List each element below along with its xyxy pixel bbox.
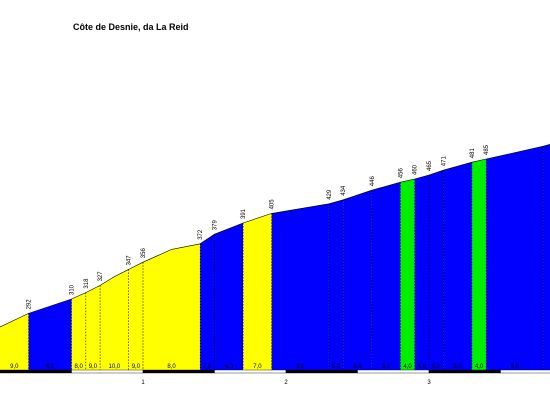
profile-segment (471, 159, 487, 370)
profile-segment (414, 175, 429, 370)
axis-bar-segment (71, 369, 144, 374)
elevation-label: 391 (241, 208, 247, 219)
profile-segments (0, 144, 550, 370)
gradient-label: 6,0 (296, 364, 305, 370)
gradient-label: 9,0 (89, 364, 98, 370)
profile-outline (0, 144, 550, 328)
x-tick-label: 3 (427, 380, 431, 386)
gradient-label: 8,0 (167, 364, 176, 370)
elevation-label: 356 (141, 248, 147, 259)
gradient-label: 6,0 (225, 364, 234, 370)
profile-segment (371, 182, 401, 370)
profile-segment (0, 313, 29, 370)
gradient-label: 5,0 (332, 364, 341, 370)
axis-bar-segment (428, 369, 501, 374)
profile-segment (486, 146, 544, 370)
elevation-label: 434 (341, 185, 347, 196)
gradient-label: 6,0 (46, 364, 55, 370)
axis-bar-segment (0, 369, 72, 374)
profile-segment (200, 234, 215, 370)
elevation-label: 429 (327, 189, 333, 200)
elevation-label: 372 (198, 229, 204, 240)
x-tick-label: 1 (141, 380, 145, 386)
gradient-label: 7,0 (203, 364, 212, 370)
elevation-label: 446 (370, 176, 376, 187)
elevation-label: 456 (398, 168, 404, 179)
elevation-label: 485 (484, 144, 490, 155)
profile-segment (85, 285, 101, 370)
axis-bar-segment (214, 369, 287, 374)
chart-title: Côte de Desnie, da La Reid (73, 22, 189, 32)
distance-axis: 1234 (0, 369, 550, 386)
gradient-label: 5,0 (382, 364, 391, 370)
gradient-label: 4,0 (403, 364, 412, 370)
elevation-labels: 292 310 318 327 347 356 372 379 391 405 429 434 446 4… (27, 144, 491, 310)
profile-segment (214, 223, 244, 370)
profile-segment (328, 199, 344, 370)
gradient-label: 5,0 (418, 364, 427, 370)
gradient-label: 6,0 (353, 364, 362, 370)
elevation-label: 460 (413, 164, 419, 175)
gradient-labels: 9,0 6,0 8,0 9,0 10,0 9,0 8,0 7,0 6,0 7,0 6,0 5,0 6,0… (10, 364, 520, 370)
profile-segment (429, 170, 444, 370)
elevation-label: 465 (427, 160, 433, 171)
elevation-label: 481 (470, 148, 476, 159)
gradient-label: 10,0 (109, 364, 121, 370)
segment-dividers (28, 146, 544, 370)
elevation-label: 405 (270, 199, 276, 210)
gradient-label: 4,0 (475, 364, 484, 370)
profile-segment (71, 292, 86, 370)
axis-bar-segment (500, 369, 550, 374)
profile-segment (100, 269, 129, 370)
elevation-label: 347 (127, 255, 133, 266)
profile-segment (28, 299, 72, 370)
profile-segment (343, 190, 372, 370)
elevation-label: 310 (70, 284, 76, 295)
x-tick-label: 2 (284, 380, 288, 386)
profile-segment (128, 262, 143, 370)
gradient-label: 9,0 (10, 364, 19, 370)
profile-segment (543, 144, 550, 370)
gradient-label: 7,0 (253, 364, 262, 370)
profile-segment (243, 213, 272, 370)
gradient-label: 5,0 (511, 364, 520, 370)
profile-segment (271, 203, 329, 370)
profile-segment (143, 243, 201, 370)
gradient-label: 9,0 (132, 364, 141, 370)
gradient-label: 6,0 (432, 364, 441, 370)
axis-bar-segment (285, 369, 358, 374)
elevation-label: 318 (84, 278, 90, 289)
elevation-label: 379 (213, 220, 219, 231)
gradient-label: 8,0 (75, 364, 84, 370)
elevation-label: 292 (27, 299, 33, 310)
axis-bar-segment (142, 369, 215, 374)
gradient-label: 5,0 (453, 364, 462, 370)
profile-line (0, 144, 550, 328)
profile-segment (443, 162, 472, 370)
profile-segment (400, 179, 415, 370)
axis-bar-segment (357, 369, 430, 374)
elevation-label: 327 (98, 271, 104, 282)
elevation-label: 471 (441, 156, 447, 167)
